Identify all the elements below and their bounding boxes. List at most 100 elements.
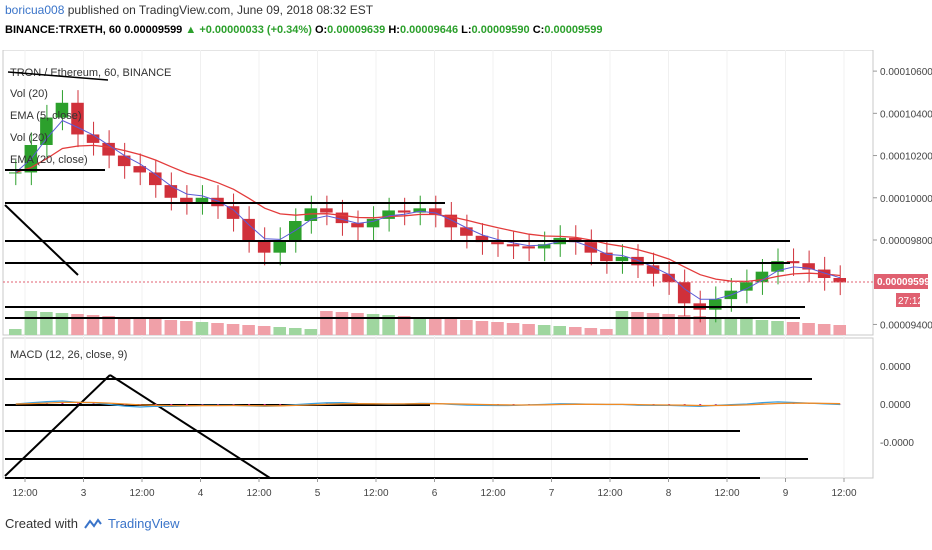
volume-bar bbox=[86, 315, 100, 335]
volume-bar bbox=[257, 326, 271, 335]
price-tick-label: 0.00009800 bbox=[880, 236, 932, 247]
price-badge bbox=[874, 274, 928, 289]
trendline bbox=[4, 204, 79, 276]
price-tick-label: 0.00010000 bbox=[880, 194, 932, 205]
time-tick-label: 12:00 bbox=[714, 488, 739, 499]
price-pane bbox=[2, 50, 874, 336]
published-text: published on TradingView.com, June 09, 2… bbox=[67, 3, 374, 17]
volume-bar bbox=[724, 318, 738, 335]
signal-line bbox=[15, 401, 841, 407]
candle-body bbox=[71, 102, 84, 135]
time-tick-label: 12:00 bbox=[363, 488, 388, 499]
close-value: 0.00009599 bbox=[544, 24, 603, 36]
candle-body bbox=[802, 263, 815, 270]
candle-body bbox=[102, 142, 115, 156]
candle-body bbox=[195, 197, 209, 202]
candle-body bbox=[677, 282, 691, 304]
candle-body bbox=[40, 117, 53, 145]
publish-info: boricua008 published on TradingView.com,… bbox=[5, 3, 373, 17]
volume-bar bbox=[55, 313, 69, 335]
candle-body bbox=[351, 223, 364, 228]
candle-body bbox=[9, 172, 22, 174]
volume-bar bbox=[9, 329, 22, 335]
volume-bar bbox=[149, 319, 162, 335]
candle-body bbox=[771, 261, 784, 272]
candle-body bbox=[226, 206, 240, 219]
candle-body bbox=[522, 246, 535, 249]
volume-bar bbox=[631, 312, 644, 335]
volume-bar bbox=[24, 311, 38, 335]
volume-bar bbox=[242, 325, 255, 335]
macd-tick-label: -0.0000 bbox=[880, 438, 914, 449]
legend-title: TRON / Ethereum, 60, BINANCE bbox=[10, 67, 171, 79]
volume-bar bbox=[382, 315, 395, 335]
macd-tick-label: 0.0000 bbox=[880, 362, 911, 373]
open-value: 0.00009639 bbox=[327, 24, 386, 36]
candle-body bbox=[413, 208, 426, 213]
volume-bar bbox=[71, 314, 84, 335]
volume-bar bbox=[569, 327, 582, 335]
candle-body bbox=[460, 227, 473, 236]
candle-body bbox=[335, 212, 349, 224]
candle-body bbox=[740, 282, 753, 291]
candle-body bbox=[506, 244, 520, 247]
open-label: O: bbox=[314, 24, 328, 36]
candle-body bbox=[662, 273, 675, 283]
candle-body bbox=[257, 240, 271, 253]
volume-bar bbox=[164, 320, 178, 335]
candle-body bbox=[382, 210, 395, 219]
symbol-label: BINANCE:TRXETH, 60 bbox=[5, 24, 122, 36]
time-tick-label: 7 bbox=[549, 488, 555, 499]
candle-body bbox=[304, 208, 318, 221]
candle-body bbox=[164, 185, 178, 198]
volume-bar bbox=[833, 325, 846, 335]
volume-bar bbox=[273, 327, 286, 335]
chart-canvas[interactable]: 0.00010600 0.00010400 0.00010200 0.00010000… bbox=[0, 50, 932, 512]
volume-bar bbox=[180, 321, 193, 335]
legend-item: Vol (20) bbox=[10, 132, 48, 144]
tradingview-link[interactable]: TradingView bbox=[107, 516, 180, 531]
drawn-trendlines bbox=[4, 169, 812, 479]
candle-body bbox=[180, 197, 193, 202]
candle-body bbox=[755, 271, 769, 283]
price-tick-label: 0.00010600 bbox=[880, 67, 932, 78]
volume-bar bbox=[771, 321, 784, 335]
high-value: 0.00009646 bbox=[399, 24, 459, 36]
volume-bar bbox=[460, 320, 473, 335]
price-badge-text: 0.00009599 bbox=[877, 277, 930, 288]
created-with-text: Created with bbox=[5, 516, 78, 531]
time-tick-label: 3 bbox=[81, 488, 87, 499]
volume-bar bbox=[786, 322, 800, 335]
time-tick-label: 8 bbox=[666, 488, 672, 499]
candle-body bbox=[149, 172, 162, 186]
candle-body bbox=[646, 265, 660, 274]
legend-item: EMA (5, close) bbox=[10, 110, 82, 122]
candle-body bbox=[86, 134, 100, 143]
volume-bar bbox=[397, 316, 411, 335]
low-label: L: bbox=[461, 24, 472, 36]
time-tick-label: 9 bbox=[783, 488, 789, 499]
ohlc-bar: BINANCE:TRXETH, 60 0.00009599 ▲ +0.00000… bbox=[5, 24, 602, 36]
macd-pane bbox=[2, 337, 874, 479]
author-link[interactable]: boricua008 bbox=[5, 3, 65, 17]
up-arrow-icon: ▲ bbox=[185, 24, 197, 36]
volume-bar bbox=[693, 316, 706, 335]
volume-bar bbox=[429, 318, 442, 335]
high-label: H: bbox=[388, 24, 400, 36]
candle-body bbox=[133, 166, 146, 173]
time-tick-label: 5 bbox=[315, 488, 321, 499]
volume-bar bbox=[289, 328, 302, 335]
volume-bar bbox=[817, 324, 831, 335]
last-price: 0.00009599 bbox=[124, 24, 183, 36]
volume-bar bbox=[709, 317, 722, 335]
candle-body bbox=[429, 208, 442, 215]
time-tick-label: 12:00 bbox=[12, 488, 37, 499]
time-tick-label: 12:00 bbox=[246, 488, 271, 499]
price-tick-label: 0.00009400 bbox=[880, 320, 932, 331]
volume-bar bbox=[522, 324, 535, 335]
volume-bar bbox=[506, 323, 520, 335]
volume-bar bbox=[195, 322, 209, 335]
volume-bar bbox=[444, 319, 458, 335]
volume-bar bbox=[802, 323, 815, 335]
price-change: +0.00000033 (+0.34%) bbox=[199, 24, 312, 36]
